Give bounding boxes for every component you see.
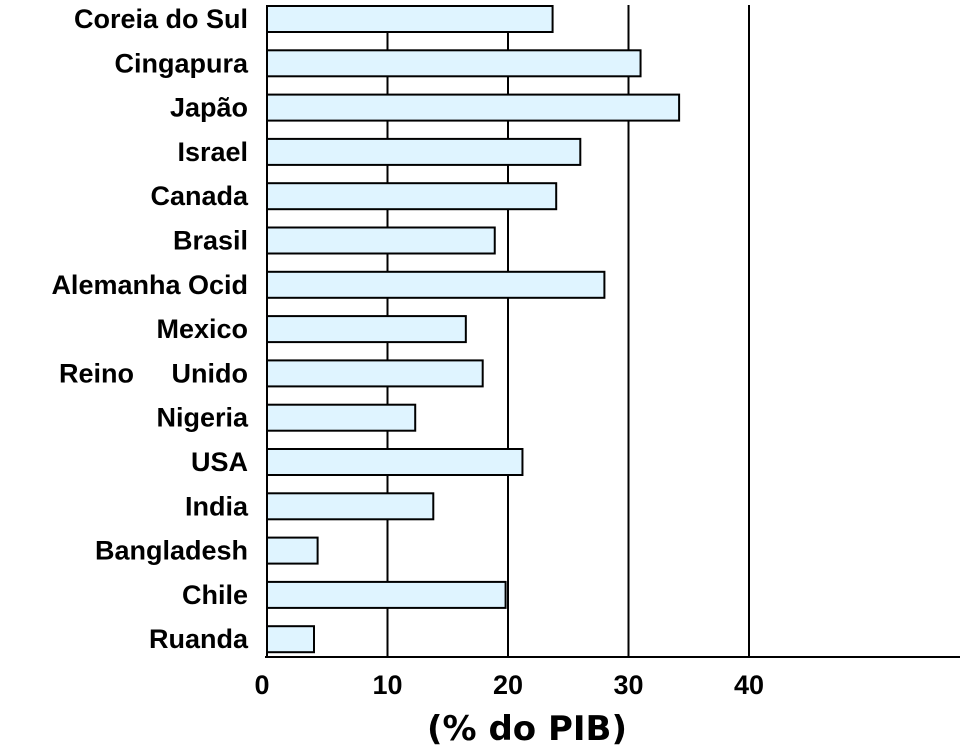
x-axis-title: (% do PIB) xyxy=(427,709,627,749)
x-tick-label: 10 xyxy=(372,670,402,700)
tick-labels: 0 10 20 30 40 xyxy=(254,670,764,700)
bar-3 xyxy=(266,137,582,166)
bar-9 xyxy=(266,403,417,432)
category-label: Nigeria xyxy=(156,403,249,433)
bar-4 xyxy=(266,182,558,211)
bar-0 xyxy=(266,5,554,33)
x-tick-label: 30 xyxy=(613,670,643,700)
category-label: Canada xyxy=(150,181,249,211)
category-label: Reino Unido xyxy=(59,358,248,388)
x-tick-label: 0 xyxy=(254,670,269,700)
category-label: Chile xyxy=(182,580,248,610)
bars xyxy=(266,5,681,654)
bar-1 xyxy=(266,49,642,78)
category-label: USA xyxy=(191,447,248,477)
category-label: Cingapura xyxy=(114,48,248,78)
category-label: Mexico xyxy=(156,314,248,344)
bar-8 xyxy=(266,359,484,388)
bar-7 xyxy=(266,315,467,344)
category-label: Ruanda xyxy=(149,624,249,654)
bar-10 xyxy=(266,448,524,476)
bar-2 xyxy=(266,93,681,122)
category-label: Coreia do Sul xyxy=(74,4,248,34)
x-tick-label: 20 xyxy=(493,670,523,700)
bar-11 xyxy=(266,492,435,521)
bar-13 xyxy=(266,580,507,609)
category-label: Japão xyxy=(170,93,248,123)
bar-14 xyxy=(266,625,315,654)
category-label: Brasil xyxy=(173,226,248,256)
bar-12 xyxy=(266,536,319,565)
bar-6 xyxy=(266,270,606,299)
category-labels: Coreia do Sul Cingapura Japão Israel Canada B… xyxy=(51,4,249,654)
category-label: Israel xyxy=(177,137,248,167)
x-tick-label: 40 xyxy=(734,670,764,700)
category-label: Bangladesh xyxy=(95,536,248,566)
category-label: Alemanha Ocid xyxy=(51,270,248,300)
category-label: India xyxy=(185,491,249,521)
bar-5 xyxy=(266,226,496,255)
axes xyxy=(265,5,960,658)
